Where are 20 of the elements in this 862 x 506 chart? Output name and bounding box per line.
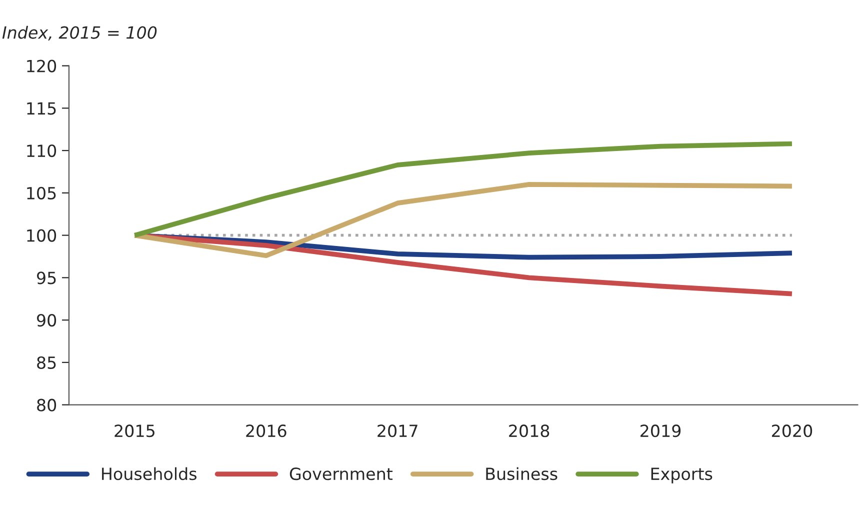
legend-label: Government	[290, 468, 393, 480]
x-tick-label: 2019	[640, 424, 681, 438]
x-tick-label: 2017	[378, 424, 418, 438]
x-tick-label: 2015	[114, 424, 154, 438]
legend-label: Business	[486, 467, 558, 480]
y-tick-label: 105	[27, 186, 56, 200]
x-tick-label: 2020	[772, 424, 812, 438]
x-tick-label: 2016	[246, 424, 286, 438]
y-tick-label: 85	[37, 356, 56, 369]
y-tick-label: 100	[27, 229, 56, 242]
y-tick-label: 90	[36, 314, 56, 327]
legend-label: Households	[102, 467, 196, 480]
y-axis-title: Index, 2015 = 100	[2, 26, 157, 41]
y-tick-label: 120	[27, 60, 56, 72]
legend-label: Exports	[651, 468, 712, 484]
y-tick-label: 115	[27, 102, 56, 115]
y-tick-label: 110	[27, 144, 56, 158]
y-tick-label: 95	[36, 272, 56, 284]
x-tick-label: 2018	[509, 424, 550, 438]
y-tick-label: 80	[37, 398, 56, 412]
